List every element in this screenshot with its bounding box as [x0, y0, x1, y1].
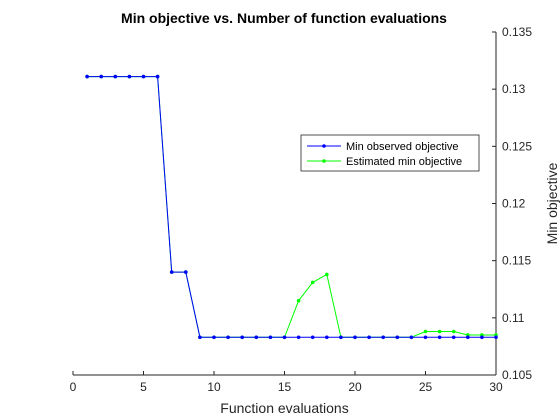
data-point	[198, 335, 202, 340]
legend-label: Estimated min objective	[346, 156, 462, 168]
x-tick-label: 30	[489, 380, 503, 394]
data-point	[240, 335, 244, 340]
data-point	[127, 74, 132, 79]
plot-area	[73, 32, 496, 375]
data-point	[437, 335, 442, 340]
series-min-observed-objective	[85, 74, 498, 340]
legend-swatch-marker	[322, 159, 326, 163]
legend-box	[300, 134, 480, 172]
series-layer	[85, 74, 498, 340]
x-tick-label: 25	[419, 380, 433, 394]
x-axis-title: Function evaluations	[220, 400, 348, 416]
data-point	[451, 329, 456, 334]
y-tick-label: 0.105	[502, 368, 532, 382]
data-point	[296, 298, 301, 303]
data-point	[437, 329, 442, 334]
y-tick-label: 0.115	[502, 254, 531, 268]
data-point	[282, 335, 287, 340]
data-point	[381, 335, 386, 340]
legend-entry: Min observed objective	[307, 141, 459, 153]
data-point	[494, 335, 498, 340]
data-point	[184, 270, 188, 274]
data-point	[85, 74, 89, 79]
data-point	[325, 272, 329, 277]
data-point	[451, 335, 456, 340]
data-point	[423, 329, 428, 334]
x-tick-label: 10	[207, 380, 221, 394]
data-point	[268, 335, 273, 340]
data-point	[296, 335, 301, 340]
legend-swatch-marker	[322, 144, 326, 148]
data-point	[254, 335, 259, 340]
data-point	[353, 335, 357, 340]
data-point	[212, 335, 216, 340]
data-point	[466, 335, 470, 340]
data-point	[113, 74, 118, 79]
x-tick-label: 20	[348, 380, 362, 394]
legend-entry: Estimated min objective	[307, 156, 462, 168]
chart-title: Min objective vs. Number of function eva…	[121, 10, 447, 26]
axes: 0 5 10 15 20 25 300.105 0.11 0.115 0.12 0.125 0.13 0…	[70, 25, 533, 394]
x-tick-label: 5	[140, 380, 147, 394]
y-axis-title: Min objective	[544, 162, 560, 244]
series-line	[87, 76, 496, 338]
data-point	[141, 74, 146, 79]
data-point	[226, 335, 230, 340]
y-tick-label: 0.11	[502, 311, 525, 325]
x-tick-label: 15	[278, 380, 292, 394]
data-point	[169, 270, 174, 274]
data-point	[310, 335, 315, 340]
x-tick-label: 0	[70, 380, 77, 394]
y-tick-label: 0.125	[502, 139, 532, 153]
data-point	[395, 335, 400, 340]
data-point	[423, 335, 428, 340]
y-tick-label: 0.12	[502, 197, 526, 211]
data-point	[155, 74, 160, 79]
data-point	[480, 335, 484, 340]
y-tick-label: 0.13	[502, 82, 526, 96]
data-point	[99, 74, 103, 79]
data-point	[325, 335, 329, 340]
legend-label: Min observed objective	[346, 141, 459, 153]
y-tick-label: 0.135	[502, 25, 532, 39]
data-point	[339, 335, 343, 340]
data-point	[367, 335, 371, 340]
legend: Min observed objective Estimated min obje…	[300, 134, 480, 172]
data-point	[310, 280, 315, 285]
data-point	[409, 335, 414, 340]
